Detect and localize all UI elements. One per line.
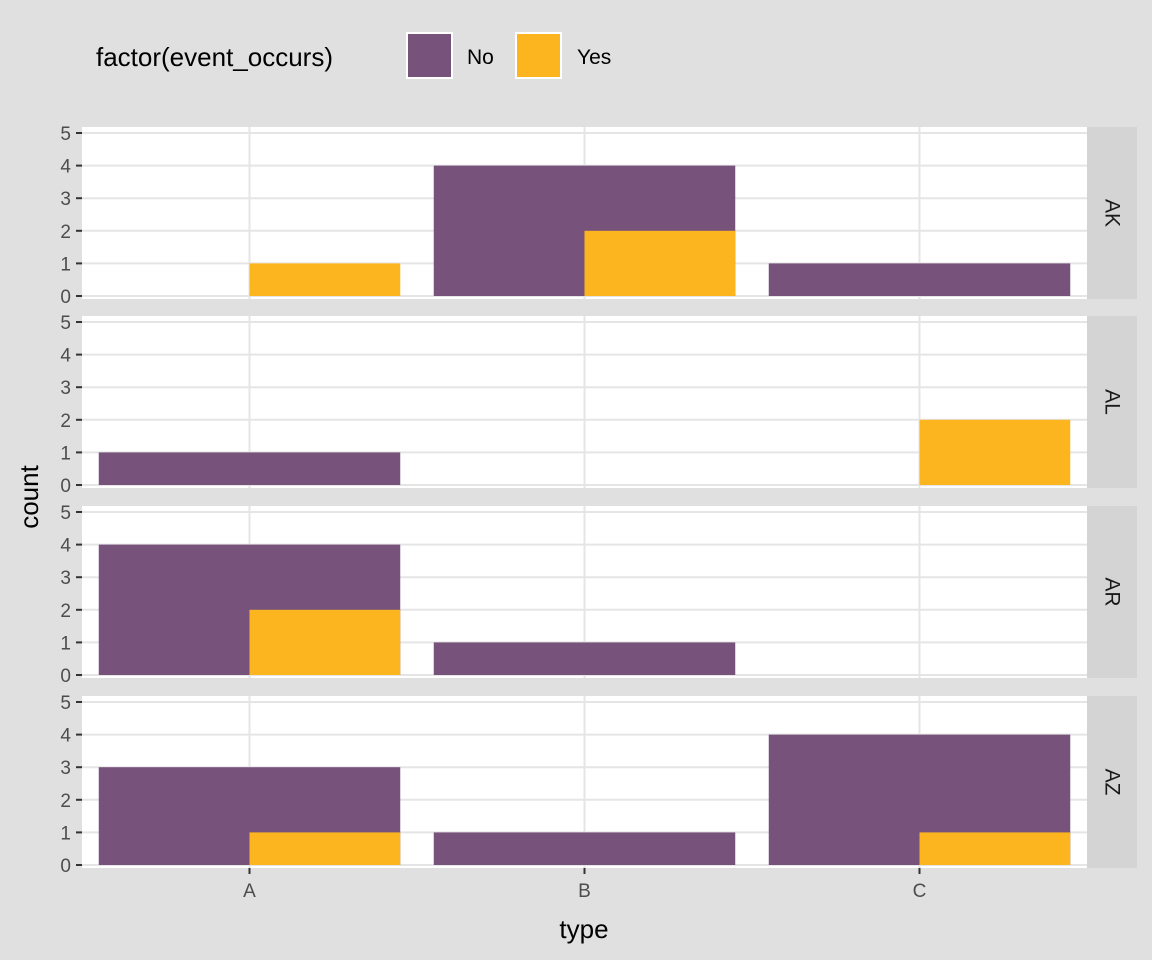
legend-items: No Yes xyxy=(406,32,611,79)
bar-AL-A-No xyxy=(98,452,401,485)
y-tick-label: 2 xyxy=(60,601,71,622)
x-axis: A B C xyxy=(243,868,926,902)
bar-AR-A-Yes xyxy=(249,609,401,675)
y-tick-label: 3 xyxy=(60,758,71,779)
y-tick-label: 4 xyxy=(60,726,71,747)
y-tick-label: 1 xyxy=(60,823,71,844)
x-tick-label: B xyxy=(578,881,591,902)
y-tick-label: 0 xyxy=(60,287,71,308)
facet-strip-AR xyxy=(1087,506,1137,678)
legend-label-No: No xyxy=(467,46,494,69)
bar-AZ-A-Yes xyxy=(249,832,401,865)
x-axis-title: type xyxy=(559,914,608,944)
y-tick-label: 5 xyxy=(60,693,71,714)
y-tick-label: 4 xyxy=(60,536,71,557)
facet-strip-AK xyxy=(1087,127,1137,299)
bar-AZ-B-No xyxy=(433,832,736,865)
legend-key-No xyxy=(406,32,453,79)
y-tick-label: 2 xyxy=(60,222,71,243)
facet-panels: 0 1 2 3 4 5 AK 0 1 2 3 4 5 AL 0 1 2 3 4 5 AR 0 1 2 3 4 5 AZ xyxy=(60,124,1137,877)
bar-AL-C-Yes xyxy=(919,419,1071,485)
facet-panel-AL: 0 1 2 3 4 5 AL xyxy=(60,313,1137,497)
bar-AK-C-No xyxy=(768,263,1071,296)
legend-label-Yes: Yes xyxy=(577,46,611,69)
facet-panel-AK: 0 1 2 3 4 5 AK xyxy=(60,124,1137,308)
y-tick-label: 5 xyxy=(60,313,71,334)
y-tick-label: 4 xyxy=(60,346,71,367)
legend: factor(event_occurs) No Yes xyxy=(96,32,611,79)
bar-AK-A-Yes xyxy=(249,263,401,296)
facet-label-AR: AR xyxy=(1101,577,1124,606)
y-tick-label: 2 xyxy=(60,411,71,432)
legend-title: factor(event_occurs) xyxy=(96,42,333,72)
y-tick-label: 1 xyxy=(60,443,71,464)
y-tick-label: 2 xyxy=(60,791,71,812)
legend-key-Yes xyxy=(515,32,562,79)
bar-AR-B-No xyxy=(433,642,736,675)
y-tick-label: 5 xyxy=(60,124,71,145)
y-tick-label: 3 xyxy=(60,189,71,210)
facet-strip-AL xyxy=(1087,316,1137,488)
y-tick-label: 0 xyxy=(60,856,71,877)
bar-AZ-C-Yes xyxy=(919,832,1071,865)
y-tick-label: 5 xyxy=(60,503,71,524)
bar-AK-B-Yes xyxy=(584,230,736,296)
y-tick-label: 1 xyxy=(60,254,71,275)
facet-label-AL: AL xyxy=(1101,389,1124,415)
facet-strip-AZ xyxy=(1087,696,1137,868)
y-tick-label: 0 xyxy=(60,666,71,687)
facet-label-AZ: AZ xyxy=(1101,769,1124,796)
y-tick-label: 3 xyxy=(60,568,71,589)
x-tick-label: A xyxy=(243,881,256,902)
y-tick-label: 1 xyxy=(60,633,71,654)
facet-label-AK: AK xyxy=(1101,199,1124,227)
facet-panel-AR: 0 1 2 3 4 5 AR xyxy=(60,503,1137,687)
x-tick-label: C xyxy=(913,881,927,902)
y-tick-label: 3 xyxy=(60,378,71,399)
y-axis-title: count xyxy=(14,464,44,528)
y-tick-label: 4 xyxy=(60,157,71,178)
y-tick-label: 0 xyxy=(60,476,71,497)
facet-panel-AZ: 0 1 2 3 4 5 AZ xyxy=(60,693,1137,877)
